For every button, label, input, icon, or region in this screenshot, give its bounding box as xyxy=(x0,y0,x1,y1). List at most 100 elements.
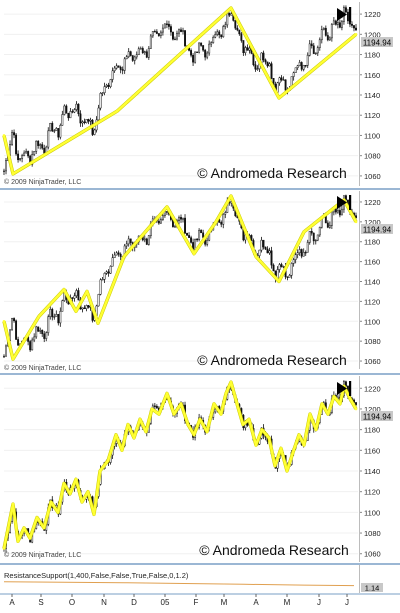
price-bar xyxy=(61,114,64,126)
oscillator-line xyxy=(3,581,355,587)
price-bar xyxy=(55,314,58,317)
price-bar xyxy=(254,64,257,70)
zigzag-pivot xyxy=(144,430,148,434)
zigzag-pivot xyxy=(338,402,342,406)
zigzag-pivot xyxy=(332,395,336,398)
price-bar xyxy=(49,123,52,132)
price-bar xyxy=(290,263,293,276)
watermark: © Andromeda Research xyxy=(197,165,347,181)
price-bar xyxy=(300,249,303,257)
price-bar xyxy=(176,32,178,40)
price-bar xyxy=(165,23,168,25)
price-bar xyxy=(119,253,122,257)
price-bar xyxy=(304,65,307,67)
price-bar xyxy=(141,48,144,53)
price-bar xyxy=(47,316,50,333)
zigzag-pivot xyxy=(302,443,306,447)
price-bar xyxy=(113,67,116,72)
price-bar xyxy=(69,111,72,119)
price-bar xyxy=(230,13,233,16)
zigzag-pivot xyxy=(279,446,283,450)
price-bar xyxy=(5,345,7,357)
y-tick-label: 1200 xyxy=(364,218,381,227)
y-tick-label: 1200 xyxy=(364,30,381,39)
indicator-panel[interactable]: ResistanceSupport(1,400,False,False,True… xyxy=(3,565,383,593)
price-bar xyxy=(322,27,325,30)
price-bar xyxy=(101,279,104,281)
price-panel-1[interactable]: 1060 1080 1100 1120 1140 1160 1180 1200 1220 119… xyxy=(2,2,393,186)
price-bar xyxy=(206,239,209,245)
price-bar xyxy=(256,68,259,70)
x-tick-label: J xyxy=(317,598,321,607)
zigzag-line xyxy=(2,6,358,176)
price-bar xyxy=(172,31,174,40)
y-tick-label: 1120 xyxy=(364,111,380,120)
zigzag-pivot xyxy=(11,172,15,176)
zigzag-pivot xyxy=(2,134,6,137)
price-bar xyxy=(31,154,34,165)
price-bar xyxy=(252,52,255,66)
price-bar xyxy=(347,11,349,22)
zigzag-line xyxy=(2,194,358,361)
price-bar xyxy=(161,215,164,220)
zigzag-pivot xyxy=(98,469,102,473)
price-bar xyxy=(344,195,347,201)
zigzag-pivot xyxy=(219,412,223,416)
zigzag-pivot xyxy=(68,492,72,496)
price-bar xyxy=(198,230,201,240)
price-bar xyxy=(83,121,86,123)
price-panel-2[interactable]: 1060 1080 1100 1120 1140 1160 1180 1200 1220 119… xyxy=(2,191,393,372)
y-tick-label: 1160 xyxy=(364,258,380,267)
price-bar xyxy=(260,239,263,251)
price-bar xyxy=(302,65,305,70)
price-bar xyxy=(334,208,337,213)
zigzag-pivot xyxy=(132,436,136,440)
price-bar xyxy=(81,121,84,124)
price-bar xyxy=(192,54,195,63)
price-bar xyxy=(43,147,46,154)
price-bar xyxy=(165,211,168,213)
price-tag-box xyxy=(361,224,393,234)
play-bar-icon[interactable] xyxy=(337,7,352,22)
zigzag-pivot xyxy=(224,392,228,395)
price-bar xyxy=(355,215,357,218)
price-bar xyxy=(340,208,343,216)
price-bar xyxy=(75,290,78,297)
play-bar-icon[interactable] xyxy=(337,195,352,210)
price-bar xyxy=(59,125,62,138)
price-bar xyxy=(99,93,102,109)
price-bar xyxy=(236,27,239,31)
price-bar xyxy=(39,329,42,332)
price-bar xyxy=(125,243,128,247)
price-bar xyxy=(334,20,337,25)
y-tick-label: 1100 xyxy=(364,317,380,326)
zigzag-pivot xyxy=(114,433,118,437)
price-bar xyxy=(145,238,148,245)
price-panel-3[interactable]: 1060 1080 1100 1120 1140 1160 1180 1200 1220 119… xyxy=(2,376,393,562)
x-tick-label: A xyxy=(9,598,15,607)
price-bar xyxy=(266,61,269,67)
price-bar xyxy=(288,275,291,278)
price-bar xyxy=(107,84,110,87)
play-bar-icon[interactable] xyxy=(337,381,352,396)
zigzag-pivot xyxy=(2,547,6,550)
price-bar xyxy=(324,27,327,36)
price-bar xyxy=(15,320,18,340)
price-bar xyxy=(184,217,186,234)
zigzag-pivot xyxy=(354,407,358,411)
osc-tag-box xyxy=(361,583,383,592)
price-bar xyxy=(174,38,176,41)
price-bar xyxy=(155,31,158,34)
y-tick-label: 1100 xyxy=(364,131,380,140)
zigzag-pivot xyxy=(16,540,20,543)
y-tick-label: 1160 xyxy=(364,71,380,80)
y-tick-label: 1220 xyxy=(364,10,381,19)
price-bar xyxy=(41,144,44,149)
axis-separator xyxy=(359,565,360,593)
x-tick-label: A xyxy=(253,598,259,607)
zigzag-pivot xyxy=(241,423,245,426)
price-bar xyxy=(206,52,209,58)
y-tick-label: 1060 xyxy=(364,357,381,366)
price-bar xyxy=(45,332,48,339)
